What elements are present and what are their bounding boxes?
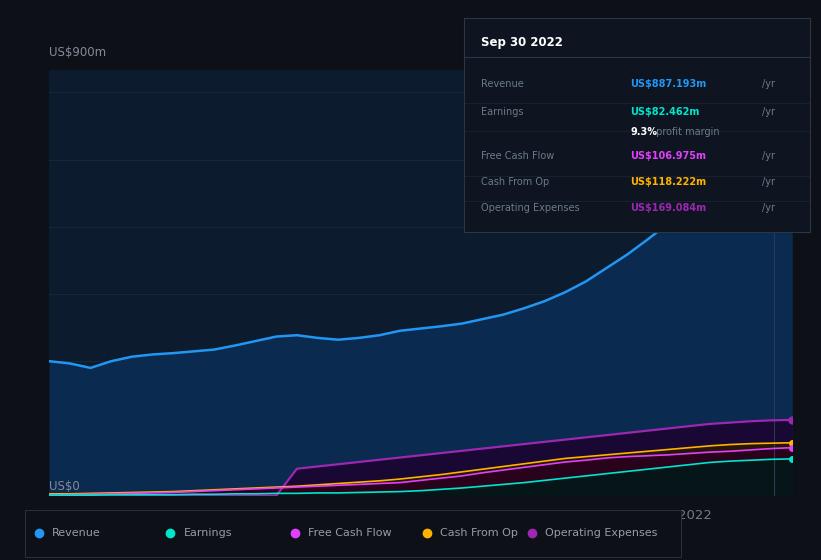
Text: Sep 30 2022: Sep 30 2022 (481, 36, 563, 49)
Text: US$900m: US$900m (49, 46, 107, 59)
Text: US$106.975m: US$106.975m (631, 151, 706, 161)
Text: /yr: /yr (762, 106, 775, 116)
Text: Operating Expenses: Operating Expenses (545, 529, 657, 538)
Text: /yr: /yr (762, 79, 775, 88)
Text: US$887.193m: US$887.193m (631, 79, 706, 88)
Text: /yr: /yr (762, 177, 775, 187)
Text: Free Cash Flow: Free Cash Flow (309, 529, 392, 538)
Text: US$82.462m: US$82.462m (631, 106, 699, 116)
Text: Earnings: Earnings (184, 529, 232, 538)
Text: Revenue: Revenue (481, 79, 524, 88)
Text: Earnings: Earnings (481, 106, 524, 116)
Text: Cash From Op: Cash From Op (481, 177, 549, 187)
Text: US$118.222m: US$118.222m (631, 177, 706, 187)
Text: /yr: /yr (762, 203, 775, 213)
Text: Operating Expenses: Operating Expenses (481, 203, 580, 213)
Text: 9.3%: 9.3% (631, 127, 657, 137)
Text: Cash From Op: Cash From Op (440, 529, 517, 538)
Text: /yr: /yr (762, 151, 775, 161)
Text: profit margin: profit margin (653, 127, 719, 137)
Text: Free Cash Flow: Free Cash Flow (481, 151, 554, 161)
Text: US$0: US$0 (49, 480, 80, 493)
Text: US$169.084m: US$169.084m (631, 203, 706, 213)
Text: Revenue: Revenue (53, 529, 101, 538)
